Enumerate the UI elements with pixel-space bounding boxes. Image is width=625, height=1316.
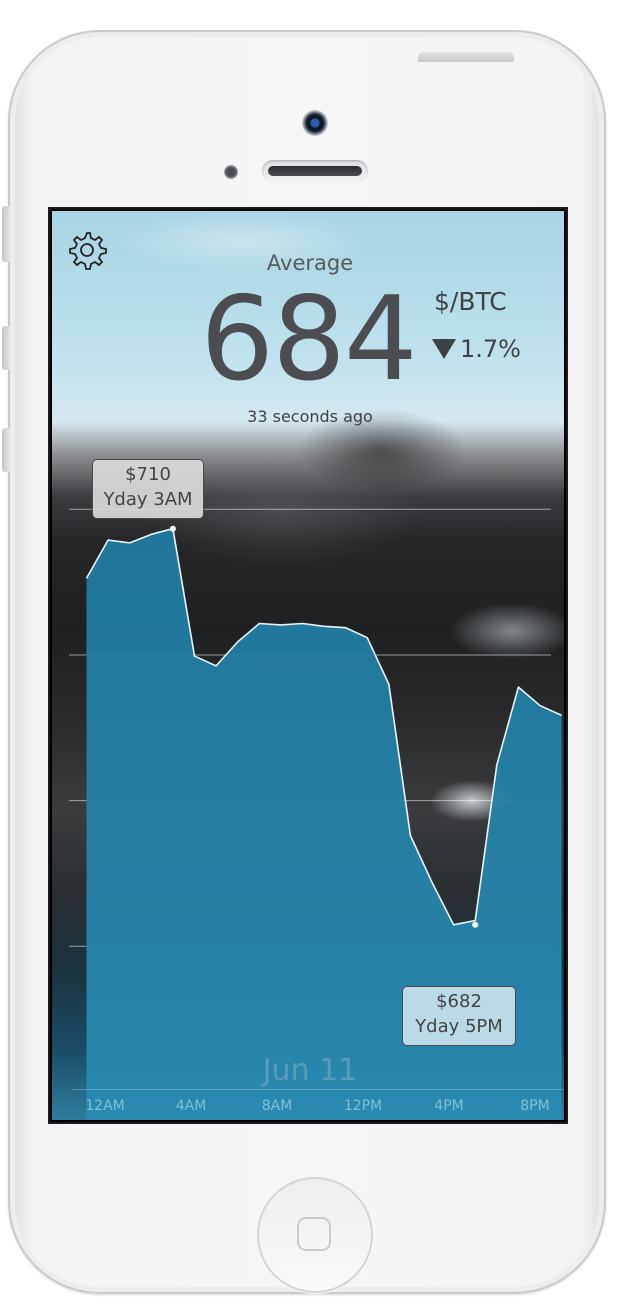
chart-date: Jun 11: [262, 1053, 358, 1088]
price-change: 1.7%: [432, 335, 521, 363]
earpiece-speaker: [262, 160, 368, 182]
down-arrow-icon: [432, 339, 456, 359]
price-area: [86, 528, 562, 1120]
low-price-time: Yday 5PM: [415, 1016, 503, 1037]
background-cloud: [112, 211, 372, 271]
high-price-time: Yday 3AM: [103, 489, 193, 510]
high-point: [169, 525, 176, 532]
mute-switch: [2, 206, 10, 262]
app-screen: Average 684 $/BTC 1.7% 33 seconds ago $7…: [50, 209, 566, 1122]
x-tick-label: 12AM: [85, 1098, 125, 1114]
home-square-icon: [297, 1217, 331, 1251]
low-point: [472, 921, 479, 928]
x-tick-label: 4PM: [434, 1098, 464, 1114]
home-button[interactable]: [257, 1177, 373, 1293]
average-label: Average: [266, 251, 354, 275]
high-price-value: $710: [125, 464, 171, 485]
change-percent: 1.7%: [460, 335, 521, 363]
low-price-tooltip: $682 Yday 5PM: [402, 986, 516, 1046]
x-tick-label: 4AM: [175, 1098, 207, 1114]
front-camera: [302, 110, 328, 136]
x-tick-label: 8PM: [520, 1098, 550, 1114]
volume-up-button: [2, 326, 10, 370]
price-value: 684: [200, 272, 417, 407]
currency-unit: $/BTC: [434, 287, 507, 316]
x-axis-line: [72, 1089, 564, 1090]
volume-down-button: [2, 428, 10, 472]
x-tick-label: 12PM: [343, 1098, 383, 1114]
blurred-background: Average 684 $/BTC 1.7% 33 seconds ago $7…: [52, 211, 564, 1120]
price-chart: [68, 508, 562, 1120]
x-tick-label: 8AM: [261, 1098, 293, 1114]
updated-time: 33 seconds ago: [247, 407, 373, 426]
proximity-sensor: [224, 165, 238, 179]
power-button: [418, 52, 514, 62]
high-price-tooltip: $710 Yday 3AM: [92, 459, 204, 519]
price-line: [85, 527, 562, 926]
gear-icon[interactable]: [66, 229, 108, 271]
low-price-value: $682: [436, 991, 482, 1012]
